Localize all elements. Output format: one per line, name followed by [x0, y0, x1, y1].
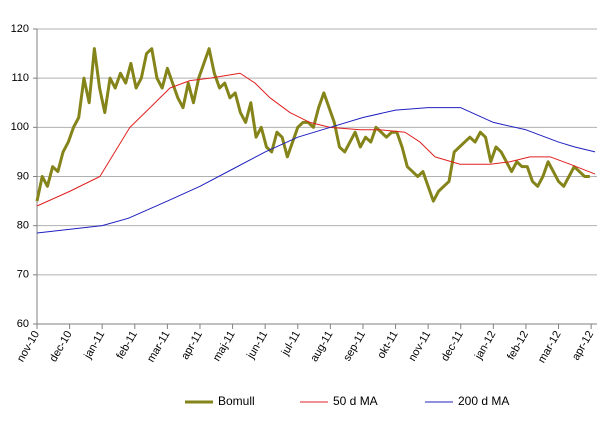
x-tick-label: dec-11 [439, 329, 466, 363]
x-tick-label: aug-11 [308, 329, 335, 364]
series-line [35, 47, 590, 203]
x-tick-label: dec-10 [47, 329, 74, 364]
legend-label: Bomull [218, 394, 255, 408]
x-tick-label: feb-11 [114, 329, 140, 361]
x-tick-label: jun-11 [245, 329, 271, 362]
x-tick-label: apr-12 [570, 329, 596, 363]
x-tick-label: maj-11 [211, 329, 238, 363]
x-tick-label: mar-12 [536, 329, 564, 365]
y-tick-label: 100 [11, 121, 29, 133]
x-tick-label: nov-11 [406, 329, 433, 363]
legend-label: 200 d MA [458, 394, 509, 408]
x-tick-label: feb-12 [505, 329, 531, 362]
series-line [36, 107, 596, 234]
series-line [36, 72, 596, 207]
x-tick-label: okt-11 [375, 329, 400, 361]
y-tick-label: 80 [17, 220, 29, 232]
y-tick-label: 60 [17, 318, 29, 330]
legend-label: 50 d MA [333, 394, 378, 408]
y-tick-label: 90 [17, 170, 29, 182]
x-tick-label: mar-11 [145, 329, 172, 364]
y-tick-label: 70 [17, 269, 29, 281]
x-tick-label: nov-10 [15, 329, 42, 364]
x-tick-label: jul-11 [279, 329, 303, 358]
x-tick-label: jan-11 [82, 329, 108, 362]
x-tick-label: apr-11 [179, 329, 205, 362]
x-tick-label: sep-11 [341, 329, 368, 363]
y-tick-label: 110 [11, 72, 29, 84]
y-tick-label: 120 [11, 23, 29, 35]
x-tick-label: jan-12 [472, 329, 498, 362]
